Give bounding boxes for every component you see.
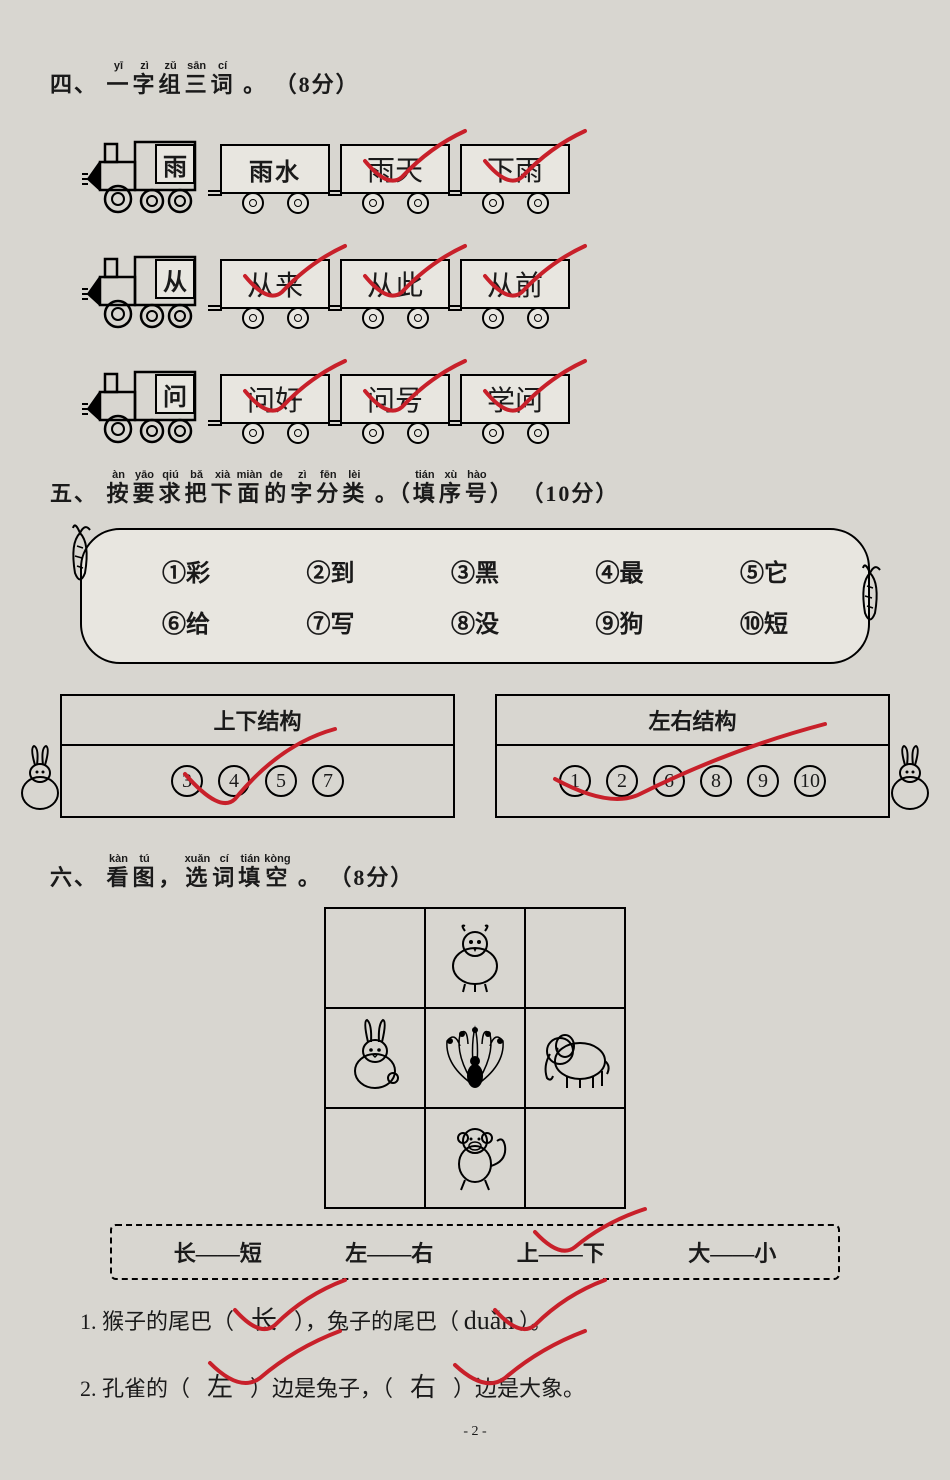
engine-char: 问	[155, 374, 195, 414]
section6-header: 六、 看kàn图tú，选xuǎn词cí填tián空kòng 。 （8分）	[50, 853, 900, 892]
section5-points: （10分）	[521, 481, 619, 506]
rabbit-icon	[880, 743, 935, 818]
structure-answers-left[interactable]: 3457	[62, 746, 453, 816]
train-engine: 从	[80, 239, 210, 329]
section4-suffix: 。	[243, 72, 267, 97]
structure-row: 上下结构 3457 左右结构 12689 10	[60, 694, 890, 818]
bank-item: ⑨狗	[596, 604, 644, 639]
car-text: 雨水	[220, 144, 330, 194]
bank-item: ④最	[596, 553, 644, 588]
car-text: 问好	[220, 374, 330, 424]
q1-blank1[interactable]: 长	[234, 1295, 294, 1347]
carrot-icon	[55, 518, 105, 593]
structure-box-right: 左右结构 12689 10	[495, 694, 890, 818]
train-car[interactable]: 学问	[460, 374, 570, 444]
answer-number: 5	[265, 765, 297, 797]
train-engine: 雨	[80, 124, 210, 214]
answer-number: 2	[606, 765, 638, 797]
animal-grid	[324, 907, 626, 1209]
answer-number: 7	[312, 765, 344, 797]
animal-bird	[425, 908, 525, 1008]
train-car[interactable]: 问号	[340, 374, 450, 444]
bank-item: ⑤它	[740, 553, 788, 588]
animal-elephant	[525, 1008, 625, 1108]
answer-number: 4	[218, 765, 250, 797]
bank-item: ⑧没	[451, 604, 499, 639]
section6-number: 六、	[50, 865, 98, 890]
question-2: 2. 孔雀的（左）边是兔子，（右）边是大象。	[80, 1362, 900, 1414]
car-text: 从前	[460, 259, 570, 309]
structure-title-left: 上下结构	[62, 696, 453, 746]
option-pair: 上——下	[517, 1236, 605, 1268]
answer-number: 9	[747, 765, 779, 797]
structure-title-right: 左右结构	[497, 696, 888, 746]
train-car[interactable]: 下雨	[460, 144, 570, 214]
answer-number: 1	[559, 765, 591, 797]
engine-char: 雨	[155, 144, 195, 184]
train-car[interactable]: 从此	[340, 259, 450, 329]
answer-number: 10	[794, 765, 826, 797]
section4-number: 四、	[50, 72, 98, 97]
q1-blank2[interactable]: duǎn	[459, 1295, 519, 1347]
section5-suffix: 。（	[375, 481, 412, 506]
option-pair: 左——右	[345, 1236, 433, 1268]
character-bank: ①彩 ②到 ③黑 ④最 ⑤它 ⑥给 ⑦写 ⑧没 ⑨狗 ⑩短	[80, 528, 870, 664]
option-pair: 大——小	[688, 1236, 776, 1268]
train-car[interactable]: 雨天	[340, 144, 450, 214]
car-text: 问号	[340, 374, 450, 424]
train-car[interactable]: 从来	[220, 259, 330, 329]
question-1: 1. 猴子的尾巴（长），兔子的尾巴（duǎn）。	[80, 1295, 900, 1347]
bank-item: ③黑	[451, 553, 499, 588]
answer-number: 3	[171, 765, 203, 797]
section4-header: 四、 一yī字zì组zǔ三sān词cí 。 （8分）	[50, 60, 900, 99]
page-number: - 2 -	[50, 1424, 900, 1440]
train-engine: 问	[80, 354, 210, 444]
bank-item: ⑦写	[307, 604, 355, 639]
word-options: 长——短 左——右 上——下 大——小	[110, 1224, 840, 1280]
train-row: 雨 雨水 雨天 下雨	[80, 124, 900, 214]
section4-points: （8分）	[275, 72, 360, 97]
train-row: 问 问好 问号 学问	[80, 354, 900, 444]
car-text: 雨天	[340, 144, 450, 194]
structure-answers-right[interactable]: 12689 10	[497, 746, 888, 816]
trains-container: 雨 雨水 雨天 下雨 从 从来 从此 从前 问 问好 问号 学问	[50, 124, 900, 444]
animal-peacock	[425, 1008, 525, 1108]
car-text: 下雨	[460, 144, 570, 194]
train-car[interactable]: 问好	[220, 374, 330, 444]
answer-number: 6	[653, 765, 685, 797]
train-car: 雨水	[220, 144, 330, 214]
bank-item: ①彩	[162, 553, 210, 588]
bank-item: ②到	[307, 553, 355, 588]
section5-header: 五、 按àn要yāo求qiú把bǎ下xià面miàn的de字zì分fēn类lèi…	[50, 469, 900, 508]
option-pair: 长——短	[174, 1236, 262, 1268]
engine-char: 从	[155, 259, 195, 299]
q2-blank2[interactable]: 右	[393, 1362, 453, 1414]
car-text: 从此	[340, 259, 450, 309]
animal-rabbit	[325, 1008, 425, 1108]
carrot-icon	[845, 558, 895, 633]
bank-item: ⑩短	[740, 604, 788, 639]
section6-points: （8分）	[329, 865, 414, 890]
train-row: 从 从来 从此 从前	[80, 239, 900, 329]
car-text: 学问	[460, 374, 570, 424]
q2-blank1[interactable]: 左	[190, 1362, 250, 1414]
bank-item: ⑥给	[162, 604, 210, 639]
car-text: 从来	[220, 259, 330, 309]
train-car[interactable]: 从前	[460, 259, 570, 329]
rabbit-icon	[15, 743, 70, 818]
section5-number: 五、	[50, 481, 98, 506]
structure-box-left: 上下结构 3457	[60, 694, 455, 818]
section6-suffix: 。	[298, 865, 322, 890]
animal-monkey	[425, 1108, 525, 1208]
answer-number: 8	[700, 765, 732, 797]
